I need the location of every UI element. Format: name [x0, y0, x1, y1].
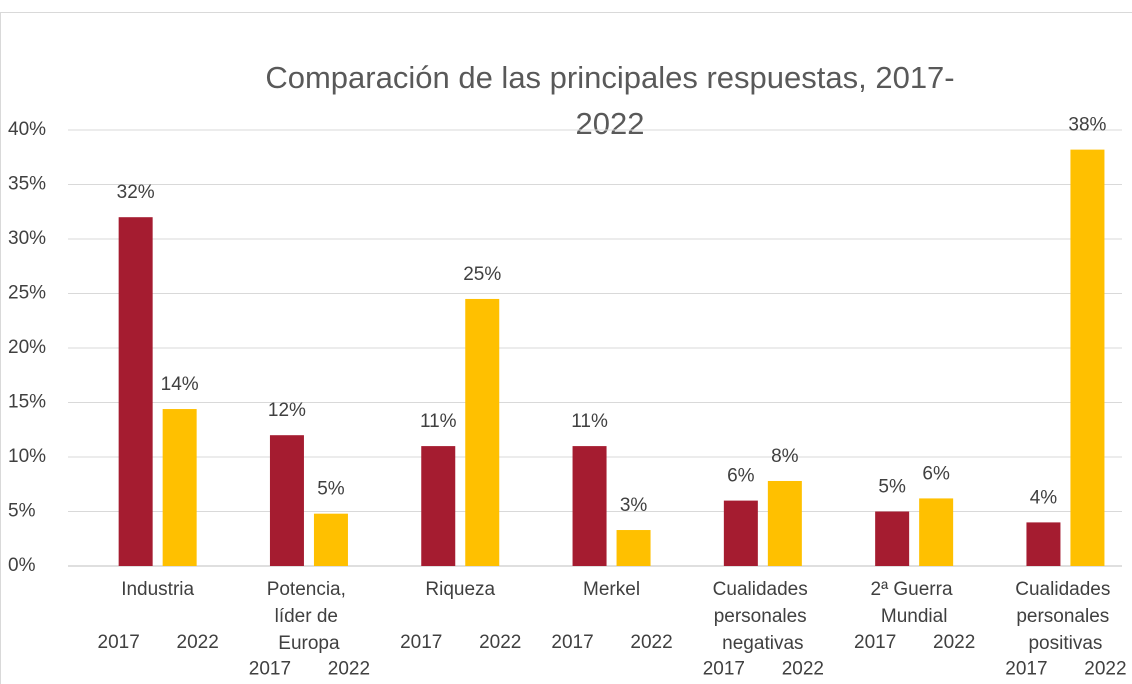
- value-label: 5%: [317, 479, 345, 500]
- x-tick-label: Cualidades personales positivas: [1015, 579, 1115, 654]
- series-label: 2017: [400, 632, 442, 653]
- value-label: 5%: [878, 477, 906, 498]
- bar: [1070, 149, 1105, 566]
- y-tick-label: 30%: [8, 228, 46, 249]
- series-label: 2022: [1084, 659, 1126, 680]
- value-label: 12%: [268, 400, 306, 421]
- y-tick-label: 40%: [8, 119, 46, 140]
- series-label: 2022: [782, 659, 824, 680]
- bar: [616, 530, 651, 566]
- y-tick-label: 5%: [8, 501, 36, 522]
- bar: [313, 513, 348, 566]
- series-label: 2017: [249, 659, 291, 680]
- x-tick-label: Merkel: [583, 579, 640, 600]
- value-label: 38%: [1068, 115, 1106, 136]
- value-label: 8%: [771, 446, 799, 467]
- bar: [421, 446, 456, 566]
- bar: [1026, 522, 1061, 566]
- bar: [118, 217, 153, 566]
- value-label: 25%: [463, 264, 501, 285]
- chart-title: Comparación de las principales respuesta…: [265, 60, 954, 141]
- x-tick-label: 2ª Guerra Mundial: [871, 579, 958, 627]
- series-label: 2017: [703, 659, 745, 680]
- series-label: 2022: [177, 632, 219, 653]
- value-label: 4%: [1030, 487, 1058, 508]
- bar: [465, 298, 500, 566]
- value-label: 6%: [727, 466, 755, 487]
- value-label: 6%: [922, 463, 950, 484]
- y-tick-label: 20%: [8, 337, 46, 358]
- x-tick-label: Cualidades personales negativas: [713, 579, 813, 654]
- series-label: 2017: [1005, 659, 1047, 680]
- y-tick-label: 10%: [8, 446, 46, 467]
- value-label: 14%: [161, 374, 199, 395]
- x-tick-label: Riqueza: [425, 579, 495, 600]
- bar: [875, 511, 910, 566]
- series-label: 2022: [479, 632, 521, 653]
- bar: [767, 480, 802, 566]
- series-label: 2017: [854, 632, 896, 653]
- value-label: 3%: [620, 495, 648, 516]
- x-tick-label: Industria: [121, 579, 194, 600]
- bar: [723, 500, 758, 566]
- value-label: 11%: [571, 411, 608, 432]
- value-label: 11%: [420, 411, 457, 432]
- bar: [572, 446, 607, 566]
- y-tick-label: 15%: [8, 392, 46, 413]
- series-label: 2022: [933, 632, 975, 653]
- series-label: 2022: [328, 659, 370, 680]
- bar: [919, 498, 954, 566]
- series-label: 2017: [98, 632, 140, 653]
- y-tick-label: 35%: [8, 174, 46, 195]
- series-label: 2017: [551, 632, 593, 653]
- y-tick-label: 0%: [8, 555, 36, 576]
- series-label: 2022: [630, 632, 672, 653]
- bar: [162, 409, 197, 566]
- bar: [269, 435, 304, 566]
- y-tick-label: 25%: [8, 283, 46, 304]
- value-label: 32%: [117, 182, 155, 203]
- x-tick-label: Potencia, líder de Europa: [267, 579, 352, 654]
- chart-frame: [0, 12, 1132, 684]
